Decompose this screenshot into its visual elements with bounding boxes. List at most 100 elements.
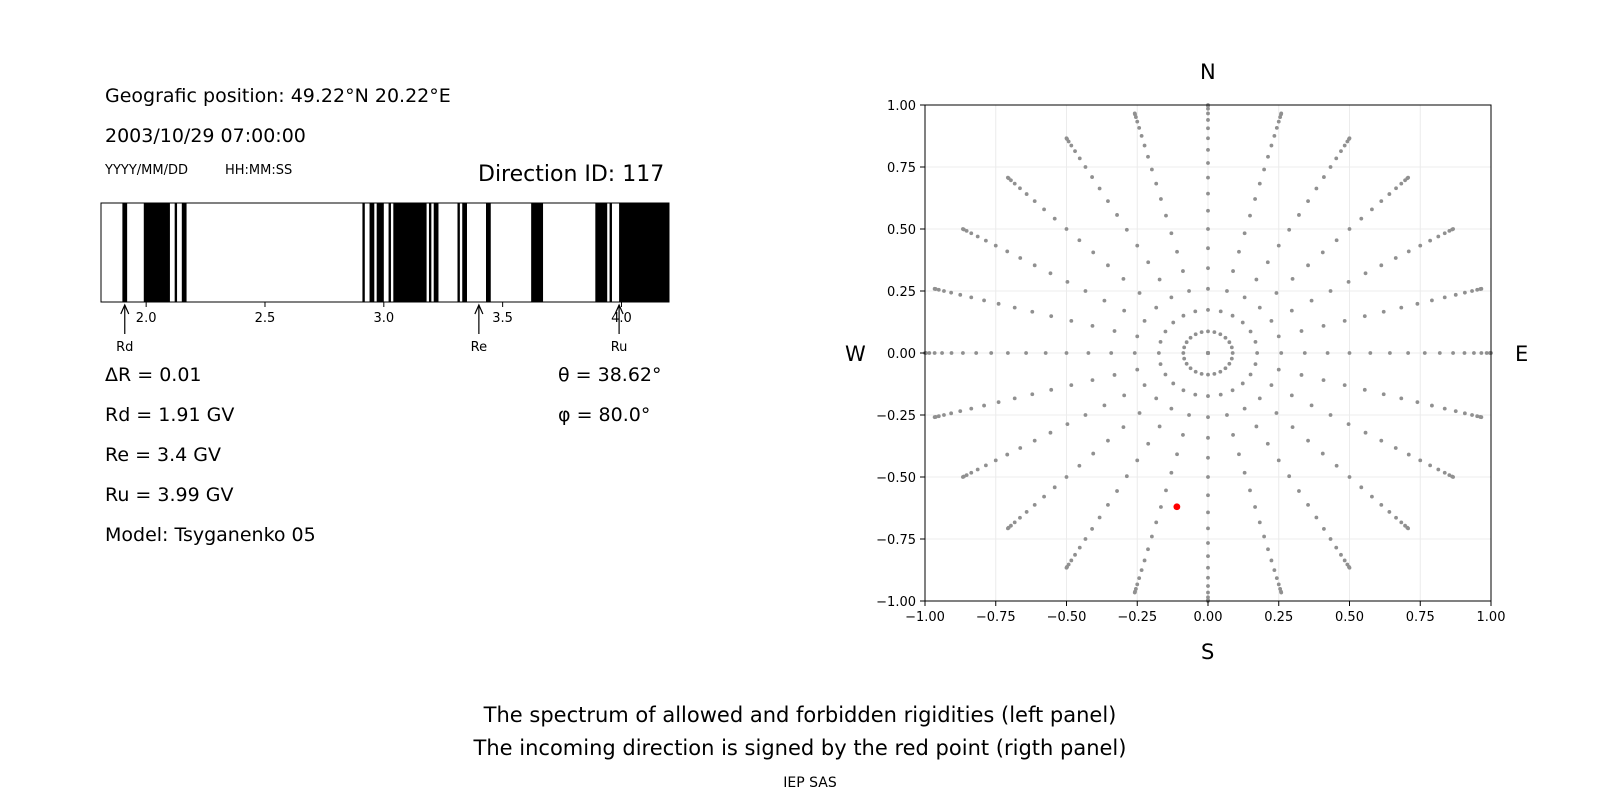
direction-point — [1065, 565, 1069, 569]
y-tick-label: 0.00 — [887, 347, 916, 362]
direction-point — [1069, 319, 1074, 323]
direction-point — [1206, 351, 1210, 355]
direction-point — [1193, 369, 1198, 374]
direction-point — [1005, 249, 1010, 254]
direction-point — [1363, 430, 1368, 435]
direction-point — [1290, 425, 1295, 430]
direction-point — [1451, 227, 1455, 231]
x-tick-label: −0.75 — [976, 610, 1016, 625]
direction-point — [1328, 289, 1333, 293]
x-tick-label: 0.00 — [1194, 610, 1223, 625]
direction-point — [1206, 351, 1210, 355]
direction-point — [1436, 234, 1441, 239]
direction-point — [1090, 527, 1094, 531]
direction-point — [1278, 587, 1283, 591]
direction-point — [1083, 165, 1088, 169]
direction-point — [1181, 388, 1186, 393]
x-tick-label: −1.00 — [905, 610, 945, 625]
direction-point — [1064, 565, 1069, 570]
direction-point — [1106, 438, 1110, 443]
direction-point — [1133, 589, 1137, 594]
theta-value: θ = 38.62° — [558, 364, 662, 386]
direction-point — [1043, 351, 1048, 355]
forbidden-band — [122, 203, 128, 302]
direction-point — [1193, 309, 1198, 314]
direction-point — [1133, 587, 1138, 591]
direction-point — [1106, 502, 1110, 507]
direction-point — [1187, 413, 1191, 417]
marker-arrowhead — [614, 303, 624, 315]
direction-point — [1182, 345, 1187, 350]
direction-point — [1287, 227, 1292, 232]
direction-point — [1005, 452, 1010, 457]
direction-point — [1334, 238, 1339, 243]
direction-point — [1470, 413, 1474, 417]
direction-point — [1223, 335, 1228, 340]
direction-point — [1164, 213, 1168, 218]
spectrum-background — [101, 203, 669, 302]
direction-point — [1077, 156, 1082, 161]
direction-point — [1206, 475, 1210, 479]
direction-point — [1218, 309, 1223, 314]
direction-point — [1442, 470, 1447, 475]
direction-point — [1479, 415, 1484, 420]
direction-point — [1231, 269, 1235, 273]
direction-point — [1240, 381, 1245, 386]
direction-point — [1159, 197, 1163, 201]
direction-point — [1156, 351, 1161, 355]
direction-point — [961, 475, 965, 479]
direction-point — [1012, 520, 1017, 525]
direction-point — [1299, 329, 1304, 333]
direction-point — [1223, 366, 1228, 371]
west-label: W — [845, 342, 866, 366]
direction-point — [1328, 413, 1333, 417]
direction-point — [1274, 125, 1279, 130]
direction-point — [983, 238, 988, 243]
direction-point — [1393, 256, 1398, 260]
direction-point — [996, 301, 1001, 306]
direction-point — [1083, 537, 1088, 541]
direction-point — [1437, 351, 1442, 355]
direction-point — [1206, 351, 1210, 355]
direction-point — [1225, 413, 1229, 417]
direction-point — [1066, 139, 1071, 144]
direction-id: Direction ID: 117 — [478, 162, 665, 187]
direction-point — [1146, 547, 1150, 552]
forbidden-band — [609, 203, 612, 302]
direction-point — [983, 463, 988, 468]
direction-point — [1048, 430, 1053, 435]
direction-point — [1182, 356, 1187, 361]
direction-point — [1269, 319, 1274, 323]
direction-point — [1328, 165, 1333, 169]
direction-point — [1403, 523, 1407, 528]
direction-point — [1077, 238, 1082, 243]
direction-point — [961, 474, 966, 479]
direction-point — [1132, 111, 1137, 116]
delta-r-value: ΔR = 0.01 — [105, 364, 202, 386]
direction-point — [1065, 279, 1070, 284]
direction-point — [1142, 383, 1147, 387]
direction-point — [1024, 351, 1028, 355]
direction-point — [1415, 301, 1420, 306]
datetime: 2003/10/29 07:00:00 — [105, 125, 306, 147]
spectrum-tick-label: 2.0 — [136, 311, 157, 326]
direction-point — [1169, 231, 1174, 236]
direction-point — [1262, 167, 1267, 172]
direction-point — [1218, 332, 1223, 337]
direction-point — [1142, 143, 1147, 148]
direction-point — [1206, 598, 1210, 602]
direction-point — [1009, 523, 1013, 528]
direction-point — [1272, 568, 1277, 573]
forbidden-band — [393, 203, 427, 302]
direction-point — [1229, 356, 1234, 361]
direction-point — [1451, 475, 1455, 479]
direction-point — [969, 406, 974, 411]
direction-point — [1122, 393, 1127, 398]
direction-point — [1394, 186, 1398, 191]
direction-point — [1163, 372, 1168, 377]
direction-point — [1018, 186, 1022, 191]
spectrum-tick-label: 3.5 — [492, 311, 513, 326]
direction-point — [1206, 118, 1210, 122]
direction-point — [1339, 149, 1343, 154]
caption-line-1: The spectrum of allowed and forbidden ri… — [483, 703, 1117, 727]
